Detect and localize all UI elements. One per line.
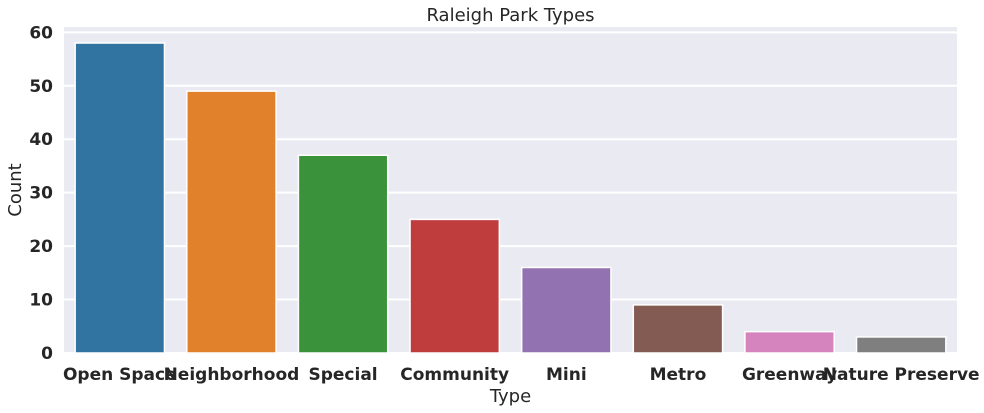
x-axis-label: Type — [489, 386, 531, 407]
y-tick-label: 60 — [29, 23, 53, 43]
bar-neighborhood — [186, 90, 277, 354]
bar-open-space — [74, 42, 166, 354]
bar-mini — [520, 266, 612, 354]
bar-greenway — [744, 330, 835, 354]
y-tick-label: 0 — [41, 344, 53, 364]
bar-special — [297, 154, 389, 354]
bar-community — [409, 218, 501, 354]
y-tick-label: 30 — [29, 184, 53, 204]
x-tick-label: Community — [400, 365, 509, 385]
bars — [74, 42, 947, 354]
bar-nature-preserve — [855, 336, 947, 354]
y-axis-label: Count — [5, 163, 26, 216]
y-tick-label: 50 — [29, 77, 53, 97]
x-tick-label: Mini — [546, 365, 587, 385]
x-tick-label: Open Space — [63, 365, 177, 385]
x-tick-label: Metro — [650, 365, 707, 385]
x-tick-label: Greenway — [742, 365, 837, 385]
bar-metro — [632, 304, 724, 354]
x-tick-label: Neighborhood — [164, 365, 300, 385]
y-tick-label: 20 — [29, 237, 53, 257]
y-tick-label: 40 — [29, 130, 53, 150]
chart-title: Raleigh Park Types — [426, 5, 594, 26]
y-axis-ticks: 0 10 20 30 40 50 60 — [29, 23, 53, 364]
x-tick-label: Special — [308, 365, 377, 385]
x-tick-label: Nature Preserve — [823, 365, 980, 385]
y-tick-label: 10 — [29, 291, 53, 311]
